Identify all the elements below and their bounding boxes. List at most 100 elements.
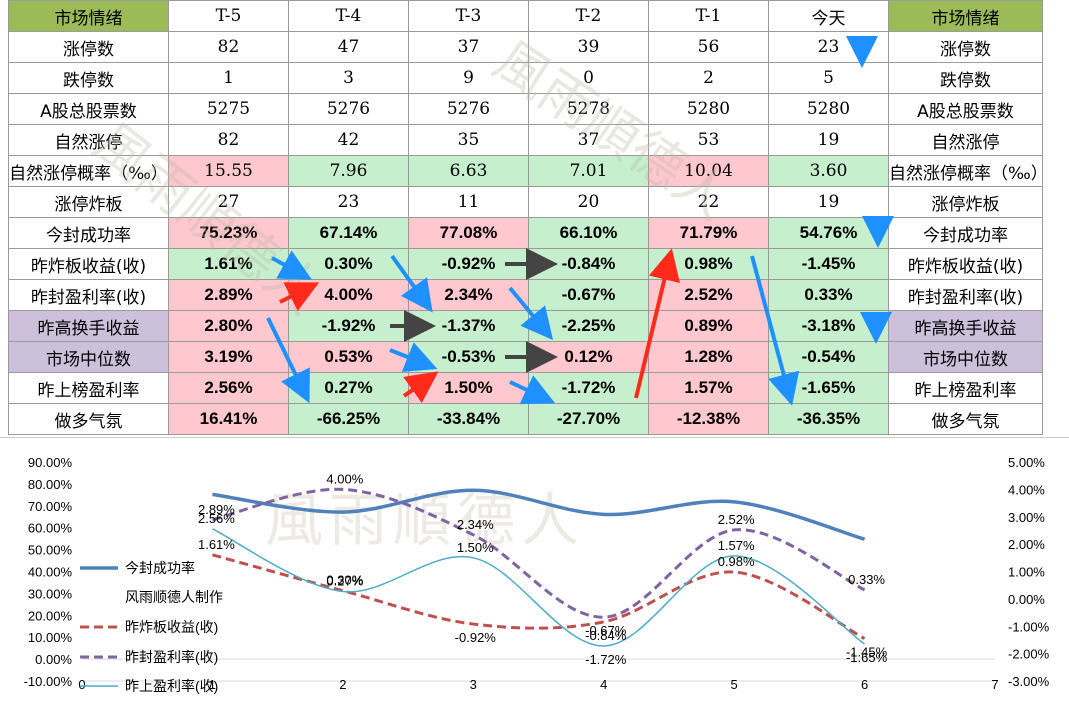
value-cell: 1.57% [648, 372, 769, 404]
table-row: 昨炸板收益(收) 1.61% 0.30% -0.92% -0.84% 0.98% -1.45… [8, 248, 1043, 280]
value-cell: 56 [648, 31, 769, 63]
value-cell: -2.25% [528, 310, 649, 342]
left-axis-tick-label: 20.00% [28, 608, 73, 623]
data-label: 2.34% [457, 517, 494, 532]
right-axis-tick-label: -2.00% [1008, 647, 1050, 662]
legend-label: 今封成功率 [125, 560, 195, 576]
x-axis-tick-label: 5 [731, 677, 738, 692]
row-label-right: A股总股票数 [888, 93, 1043, 125]
value-cell: 10.04 [648, 155, 769, 187]
series-line [212, 487, 866, 619]
sentiment-grid: 市场情绪 T-5 T-4 T-3 T-2 T-1 今天 市场情绪 涨停数 82 47 37 39 56 23… [8, 0, 1043, 435]
value-cell: 19 [768, 124, 889, 156]
row-label: 昨上榜盈利率 [8, 372, 169, 404]
x-axis-tick-label: 7 [991, 677, 998, 692]
value-cell: -33.84% [408, 403, 529, 435]
value-cell: 82 [168, 124, 289, 156]
value-cell: 2.89% [168, 279, 289, 311]
table-row: 昨封盈利率(收) 2.89% 4.00% 2.34% -0.67% 2.52% 0.33% 昨… [8, 279, 1043, 311]
header-label-cell: 市场情绪 [8, 0, 169, 32]
data-label: -1.65% [846, 650, 888, 665]
data-label: 1.61% [198, 537, 235, 552]
row-label: 涨停数 [8, 31, 169, 63]
row-label: A股总股票数 [8, 93, 169, 125]
value-cell: 0.12% [528, 341, 649, 373]
header-row: 市场情绪 T-5 T-4 T-3 T-2 T-1 今天 市场情绪 [8, 0, 1043, 32]
value-cell: 7.01 [528, 155, 649, 187]
left-axis-tick-label: 10.00% [28, 630, 73, 645]
value-cell: 82 [168, 31, 289, 63]
value-cell: 7.96 [288, 155, 409, 187]
value-cell: 3.19% [168, 341, 289, 373]
right-axis-tick-label: -1.00% [1008, 619, 1050, 634]
value-cell: 1.61% [168, 248, 289, 280]
value-cell: 27 [168, 186, 289, 218]
value-cell: 23 [768, 31, 889, 63]
row-label-right: 昨封盈利率(收) [888, 279, 1043, 311]
value-cell: 20 [528, 186, 649, 218]
value-cell: 37 [408, 31, 529, 63]
row-label: 自然涨停 [8, 124, 169, 156]
legend-credit: 风雨顺德人制作 [125, 589, 223, 605]
left-axis-tick-label: 60.00% [28, 521, 73, 536]
row-label-right: 涨停数 [888, 31, 1043, 63]
right-axis-tick-label: 1.00% [1008, 565, 1045, 580]
value-cell: 15.55 [168, 155, 289, 187]
data-label: 2.56% [198, 511, 235, 526]
value-cell: -0.53% [408, 341, 529, 373]
table-row: 跌停数 1 3 9 0 2 5 跌停数 [8, 62, 1043, 94]
value-cell: 4.00% [288, 279, 409, 311]
data-label: 4.00% [326, 471, 363, 486]
value-cell: 0.33% [768, 279, 889, 311]
value-cell: 11 [408, 186, 529, 218]
value-cell: 66.10% [528, 217, 649, 249]
row-label: 昨封盈利率(收) [8, 279, 169, 311]
value-cell: 1.28% [648, 341, 769, 373]
data-label: 0.30% [326, 573, 363, 588]
data-label: 1.57% [718, 538, 755, 553]
row-label: 自然涨停概率（‰） [8, 155, 169, 187]
data-label: 0.27% [326, 573, 363, 588]
value-cell: -1.65% [768, 372, 889, 404]
value-cell: 0.53% [288, 341, 409, 373]
right-axis-tick-label: 4.00% [1008, 482, 1045, 497]
value-cell: 37 [528, 124, 649, 156]
header-label-cell: 市场情绪 [888, 0, 1043, 32]
value-cell: -12.38% [648, 403, 769, 435]
left-axis-tick-label: 30.00% [28, 586, 73, 601]
right-axis-tick-label: 3.00% [1008, 510, 1045, 525]
value-cell: 6.63 [408, 155, 529, 187]
data-label: 0.98% [718, 554, 755, 569]
left-axis-tick-label: 0.00% [35, 652, 72, 667]
value-cell: -1.37% [408, 310, 529, 342]
value-cell: 5275 [168, 93, 289, 125]
table-row: 自然涨停概率（‰） 15.55 7.96 6.63 7.01 10.04 3.60 自然涨停概… [8, 155, 1043, 187]
value-cell: 47 [288, 31, 409, 63]
row-label-right: 自然涨停概率（‰） [888, 155, 1043, 187]
value-cell: 3.60 [768, 155, 889, 187]
value-cell: 0.30% [288, 248, 409, 280]
x-axis-ticks: 0 1 2 3 4 5 6 7 [78, 677, 998, 692]
value-cell: 2.34% [408, 279, 529, 311]
value-cell: 5278 [528, 93, 649, 125]
left-axis-tick-label: 50.00% [28, 543, 73, 558]
row-label: 做多气氛 [8, 403, 169, 435]
left-axis-tick-label: 90.00% [28, 455, 73, 470]
value-cell: 2 [648, 62, 769, 94]
row-label-right: 昨炸板收益(收) [888, 248, 1043, 280]
right-axis-tick-label: 0.00% [1008, 592, 1045, 607]
row-label-right: 今封成功率 [888, 217, 1043, 249]
left-axis-ticks: 90.00% 80.00% 70.00% 60.00% 50.00% 40.00% 30.0… [24, 455, 73, 689]
value-cell: 2.56% [168, 372, 289, 404]
header-period-cell: T-1 [648, 0, 769, 32]
data-label: 1.50% [457, 540, 494, 555]
table-row: 涨停炸板 27 23 11 20 22 19 涨停炸板 [8, 186, 1043, 218]
value-cell: 5280 [768, 93, 889, 125]
x-axis-tick-label: 3 [470, 677, 477, 692]
row-label: 跌停数 [8, 62, 169, 94]
header-period-cell: T-2 [528, 0, 649, 32]
value-cell: 3 [288, 62, 409, 94]
value-cell: 0.98% [648, 248, 769, 280]
table-row: 市场中位数 3.19% 0.53% -0.53% 0.12% 1.28% -0.54% 市场中… [8, 341, 1043, 373]
line-chart: 風雨順德人 90.00%80.00%70.00%60.00%50.00%40.0… [24, 455, 1050, 694]
